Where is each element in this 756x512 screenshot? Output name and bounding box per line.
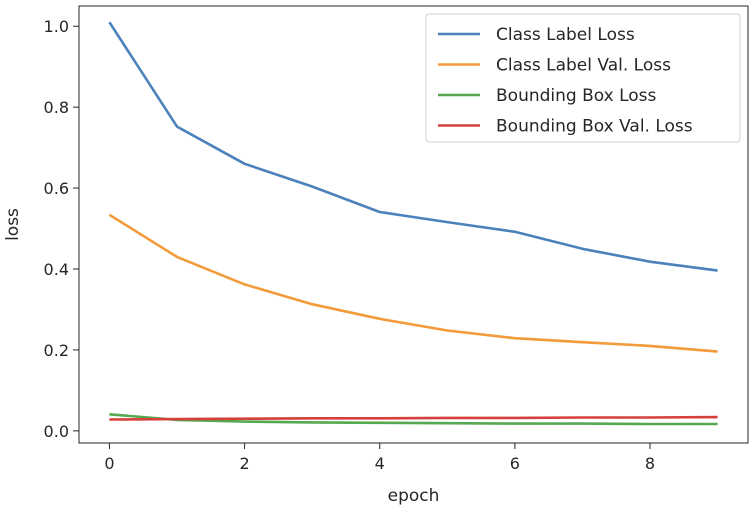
y-tick-label: 1.0 [44, 17, 69, 36]
series-line-2 [108, 213, 718, 353]
series-line-1 [108, 21, 718, 272]
x-tick-label: 4 [375, 454, 385, 473]
legend-entry: Bounding Box Val. Loss [496, 117, 693, 137]
x-tick-label: 0 [104, 454, 114, 473]
x-tick-label: 6 [510, 454, 520, 473]
y-tick-label: 0.6 [44, 179, 69, 198]
legend-entry: Class Label Val. Loss [496, 56, 671, 76]
legend-entry: Class Label Loss [496, 25, 635, 45]
series-line-3 [109, 413, 718, 426]
legend-box [425, 13, 741, 143]
y-tick-label: 0.0 [44, 422, 69, 441]
x-tick-label: 2 [239, 454, 249, 473]
x-tick-label: 8 [645, 454, 655, 473]
axis-ticks: 0 2 4 6 8 0.0 0.2 0.4 0.6 0.8 1.0 [44, 17, 656, 473]
series-lines [108, 21, 718, 426]
series-line-4 [109, 415, 718, 421]
y-tick-label: 0.2 [44, 341, 69, 360]
legend: Class Label Loss Class Label Val. Loss Bou… [425, 13, 741, 143]
x-axis-label: epoch [388, 486, 440, 506]
y-tick-label: 0.8 [44, 98, 69, 117]
y-tick-label: 0.4 [44, 260, 69, 279]
y-axis-label: loss [3, 208, 23, 241]
plot-frame [78, 5, 749, 444]
legend-entry: Bounding Box Loss [496, 86, 657, 106]
